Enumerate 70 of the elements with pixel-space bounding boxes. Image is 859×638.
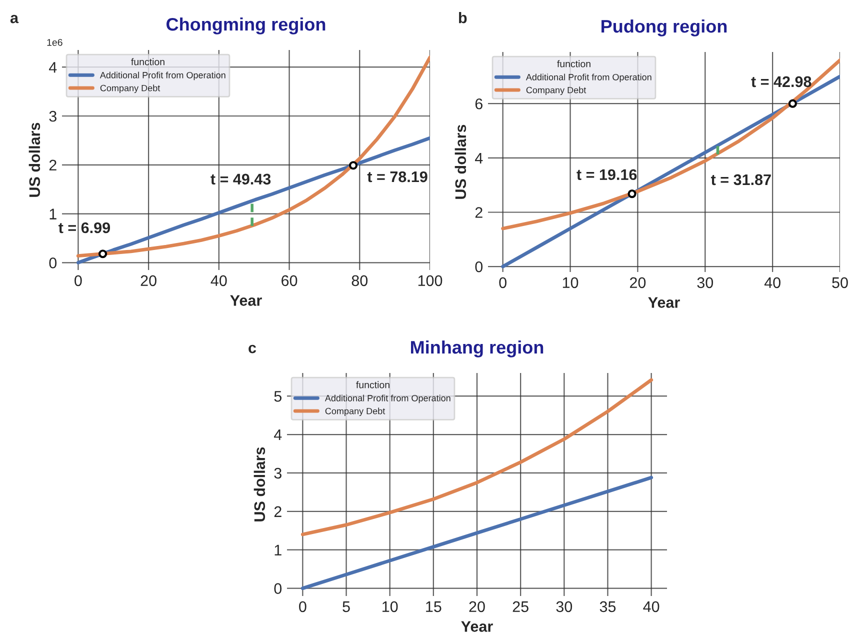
x-axis-title: Year [648,297,680,308]
text: b [459,12,467,24]
legend-label: Additional Profit from Operation [324,394,450,404]
y-tick-label: 2 [274,506,282,517]
x-tick-label: 35 [600,601,616,612]
y-tick-label: 3 [49,110,56,122]
chart-title: Chongming region [166,17,326,34]
x-tick-label: 20 [140,275,156,286]
x-tick-label: 30 [556,601,572,612]
y-tick-label: 0 [274,583,282,594]
y-tick-label: 4 [274,430,282,440]
x-tick-label: 50 [832,277,848,288]
y-tick-label: 4 [474,152,483,164]
x-axis-title: Year [461,621,493,632]
x-tick-label: 100 [418,275,442,286]
legend-title: function [557,60,590,68]
x-tick-label: 40 [764,277,780,288]
line-series [501,58,840,230]
legend-label: Company Debt [325,408,386,416]
chart-title: Pudong region [602,19,727,36]
x-tick-label: 5 [342,601,350,612]
legend-label: Company Debt [526,86,586,96]
x-tick-label: 25 [512,601,528,612]
x-tick-label: 0 [74,275,82,286]
x-tick-label: 20 [630,277,646,288]
legend-label: Additional Profit from Operation [100,72,226,80]
line-series [76,136,430,264]
text: c [248,344,256,354]
x-tick-label: 10 [562,277,578,288]
x-tick-label: 0 [499,277,506,288]
y-tick-label: 4 [48,62,57,73]
annotation: t = 78.19 [367,171,428,182]
x-tick-label: 40 [643,601,660,612]
x-tick-label: 30 [697,277,714,288]
y-tick-label: 5 [274,391,282,402]
line-series [76,56,430,258]
annotation: t = 49.43 [210,174,271,185]
x-tick-label: 40 [210,275,227,286]
legend-title: function [356,381,390,388]
line-series [300,378,654,536]
annotation: t = 19.16 [576,169,637,180]
y-axis-title: US dollars [28,122,40,197]
line-series [501,74,840,268]
legend-title: function [131,58,164,66]
chart-title: Minhang region [411,340,544,358]
annotation: t = 31.87 [710,174,771,186]
y-tick-label: 1 [50,208,56,220]
x-tick-label: 20 [469,601,485,612]
y-tick-label: 2 [475,207,482,218]
annotation: t = 42.98 [751,76,812,88]
x-tick-label: 80 [352,275,368,286]
y-tick-label: 2 [49,160,56,170]
y-axis-title: US dollars [454,124,466,199]
legend-label: Additional Profit from Operation [526,74,652,82]
x-axis-title: Year [230,295,262,306]
y-tick-label: 0 [475,261,483,272]
annotation: t = 6.99 [58,222,110,234]
y-tick-label: 6 [475,98,482,110]
x-tick-label: 10 [382,601,398,612]
y-axis-title: US dollars [254,447,266,522]
text: a [10,14,19,24]
legend-label: Company Debt [100,84,160,94]
x-tick-label: 15 [426,601,442,612]
x-tick-label: 60 [282,275,298,286]
x-tick-label: 0 [299,601,306,612]
line-series [300,476,654,590]
text: 1e6 [47,38,62,46]
y-tick-label: 1 [274,544,282,556]
y-tick-label: 3 [274,468,282,479]
y-tick-label: 0 [49,258,57,268]
